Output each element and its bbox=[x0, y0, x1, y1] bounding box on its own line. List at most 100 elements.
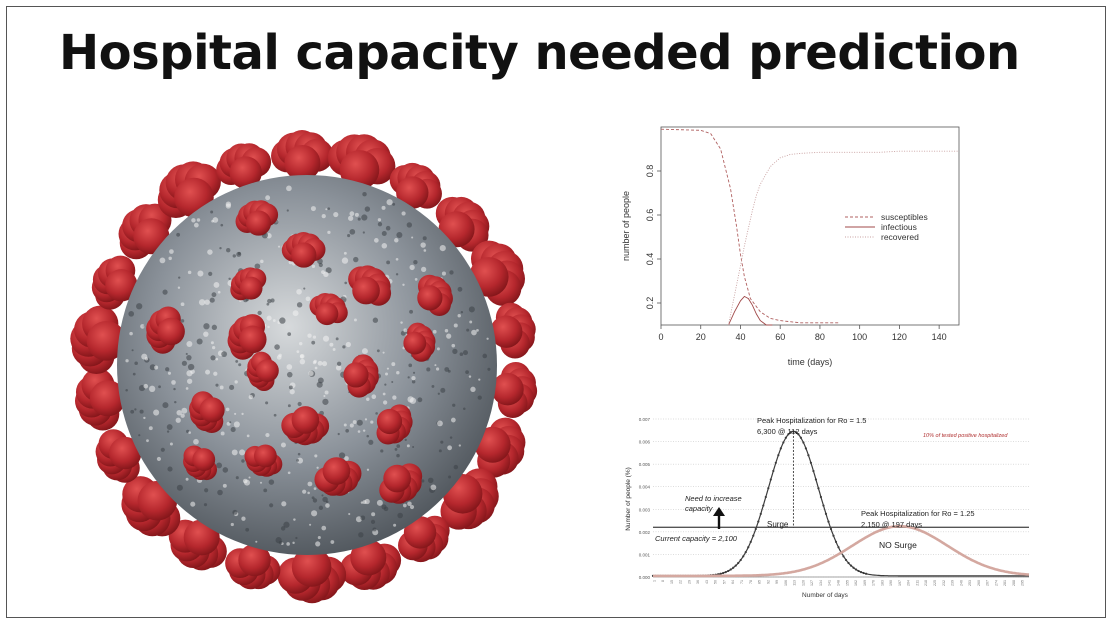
spike-protein-icon bbox=[121, 476, 181, 537]
hosp-y-tick-label: 0.005 bbox=[639, 462, 651, 467]
hosp-x-tick-label: 106 bbox=[784, 580, 788, 586]
sir-x-axis-label: time (days) bbox=[788, 357, 833, 367]
hosp-x-tick-label: 155 bbox=[845, 580, 849, 586]
hosp-curve-marker bbox=[724, 570, 727, 574]
hosp-curve-marker bbox=[784, 436, 787, 439]
hosp-x-tick-label: 36 bbox=[696, 580, 700, 584]
spike-protein-icon bbox=[74, 368, 126, 431]
hosp-curve-marker bbox=[719, 572, 722, 575]
spike-protein-icon bbox=[95, 429, 142, 483]
spike-protein-icon bbox=[244, 444, 283, 477]
hosp-x-tick-label: 267 bbox=[986, 580, 990, 586]
hosp-curve-marker bbox=[797, 433, 800, 436]
hosp-x-tick-label: 281 bbox=[1003, 580, 1007, 586]
sir-x-tick-label: 80 bbox=[815, 332, 825, 342]
current-capacity-label: Current capacity = 2,100 bbox=[655, 534, 738, 543]
hosp-curve-marker bbox=[859, 570, 863, 574]
hosp-curve-marker bbox=[739, 558, 742, 562]
hosp-y-axis-label: Number of people (%) bbox=[625, 467, 632, 531]
spike-protein-icon bbox=[157, 161, 221, 218]
sir-series-susceptibles bbox=[660, 128, 840, 324]
hosp-curve-marker bbox=[789, 431, 792, 434]
spike-protein-icon bbox=[490, 302, 536, 359]
hosp-curve-marker bbox=[749, 540, 752, 543]
hosp-curve bbox=[653, 524, 1030, 578]
hosp-curve-marker bbox=[802, 441, 805, 444]
increase-capacity-line1: Need to increase bbox=[685, 494, 742, 503]
hosp-curve-marker bbox=[774, 461, 777, 464]
legend-label-susceptibles: susceptibles bbox=[881, 212, 928, 222]
hosp-x-tick-label: 260 bbox=[977, 580, 981, 586]
hosp-curve-marker bbox=[759, 512, 762, 515]
spike-protein-icon bbox=[189, 391, 225, 433]
spike-protein-icon bbox=[398, 515, 450, 563]
hosp-curve-marker bbox=[832, 534, 835, 537]
peak2-label-line2: 2,150 @ 197 days bbox=[861, 520, 922, 529]
hosp-y-tick-label: 0.001 bbox=[639, 552, 651, 557]
hosp-y-tick-label: 0.006 bbox=[639, 440, 651, 445]
hosp-curve-marker bbox=[809, 461, 813, 464]
hosp-curve-marker bbox=[732, 566, 735, 569]
hosp-gridlines bbox=[653, 418, 1029, 578]
hosp-x-tick-label: 64 bbox=[731, 580, 735, 584]
hosp-curve-marker bbox=[844, 558, 848, 562]
hosp-curve-marker bbox=[822, 504, 825, 507]
legend-label-infectious: infectious bbox=[881, 222, 917, 232]
hosp-x-ticks: 1 8 15 22 29 36 43 50 57 64 71 78 85 92 99 106 113 120 127… bbox=[652, 580, 1024, 586]
sir-y-axis-label: number of people bbox=[621, 191, 631, 261]
hosp-x-tick-label: 225 bbox=[933, 580, 937, 586]
hosp-x-axis-label: Number of days bbox=[802, 592, 849, 599]
spike-protein-icon bbox=[343, 354, 379, 398]
hosp-curve-marker bbox=[762, 504, 765, 507]
spike-protein-icon bbox=[227, 314, 267, 360]
hosp-curves bbox=[651, 430, 1030, 578]
virus-body bbox=[117, 175, 497, 555]
hosp-curve-marker bbox=[864, 572, 868, 575]
hosp-curve-marker bbox=[742, 555, 745, 558]
sir-y-tick-label: 0.2 bbox=[645, 297, 655, 310]
sir-y-tick-label: 0.4 bbox=[645, 253, 655, 266]
sir-x-tick-label: 60 bbox=[775, 332, 785, 342]
sir-series-recovered bbox=[728, 150, 959, 326]
hosp-curve-marker bbox=[747, 546, 750, 549]
hosp-y-ticks: 0.000 0.001 0.002 0.003 0.004 0.005 0.006 0.007 bbox=[639, 417, 651, 580]
hosp-curve-marker bbox=[807, 454, 810, 457]
spike-protein-icon bbox=[327, 134, 396, 190]
hosp-curve-marker bbox=[772, 469, 775, 473]
hosp-curve-marker bbox=[842, 555, 845, 558]
hosp-x-tick-label: 141 bbox=[828, 580, 832, 586]
hosp-curve-marker bbox=[769, 478, 772, 481]
hosp-curve-marker bbox=[834, 540, 838, 543]
spike-protein-icon bbox=[230, 267, 267, 301]
sir-series-lines bbox=[660, 128, 959, 326]
hosp-curve-marker bbox=[767, 487, 770, 490]
spike-protein-icon bbox=[389, 162, 442, 209]
hosp-x-tick-label: 246 bbox=[959, 580, 963, 586]
hosp-curve-marker bbox=[847, 561, 850, 565]
legend-label-recovered: recovered bbox=[881, 232, 919, 242]
spike-protein-icon bbox=[281, 406, 330, 446]
hosp-x-tick-label: 29 bbox=[687, 580, 691, 584]
hosp-x-tick-label: 99 bbox=[775, 580, 779, 584]
hosp-curve-marker bbox=[779, 447, 782, 450]
sir-x-tick-label: 40 bbox=[735, 332, 745, 342]
spike-protein-icon bbox=[281, 231, 326, 268]
hosp-x-tick-label: 22 bbox=[679, 580, 683, 584]
hosp-curve-marker bbox=[764, 495, 767, 499]
hosp-curve-marker bbox=[837, 546, 840, 549]
hosp-y-tick-label: 0.004 bbox=[639, 485, 651, 490]
sir-y-tick-label: 0.8 bbox=[645, 165, 655, 178]
surge-label: Surge bbox=[767, 520, 789, 529]
hosp-x-tick-label: 288 bbox=[1012, 580, 1016, 586]
up-arrow-icon bbox=[713, 507, 725, 529]
hosp-curve-marker bbox=[754, 527, 757, 531]
hosp-curve-marker bbox=[722, 571, 725, 575]
hosp-curve-marker bbox=[787, 433, 790, 436]
hosp-curve-marker bbox=[824, 512, 828, 515]
sir-y-ticks: 0.2 0.4 0.6 0.8 bbox=[645, 165, 661, 310]
hosp-curve-marker bbox=[817, 487, 820, 490]
hosp-x-tick-label: 253 bbox=[968, 580, 972, 586]
hosp-x-tick-label: 274 bbox=[994, 580, 998, 586]
spike-protein-icon bbox=[246, 351, 279, 391]
peak1-label-line2: 6,300 @ 112 days bbox=[757, 427, 818, 436]
